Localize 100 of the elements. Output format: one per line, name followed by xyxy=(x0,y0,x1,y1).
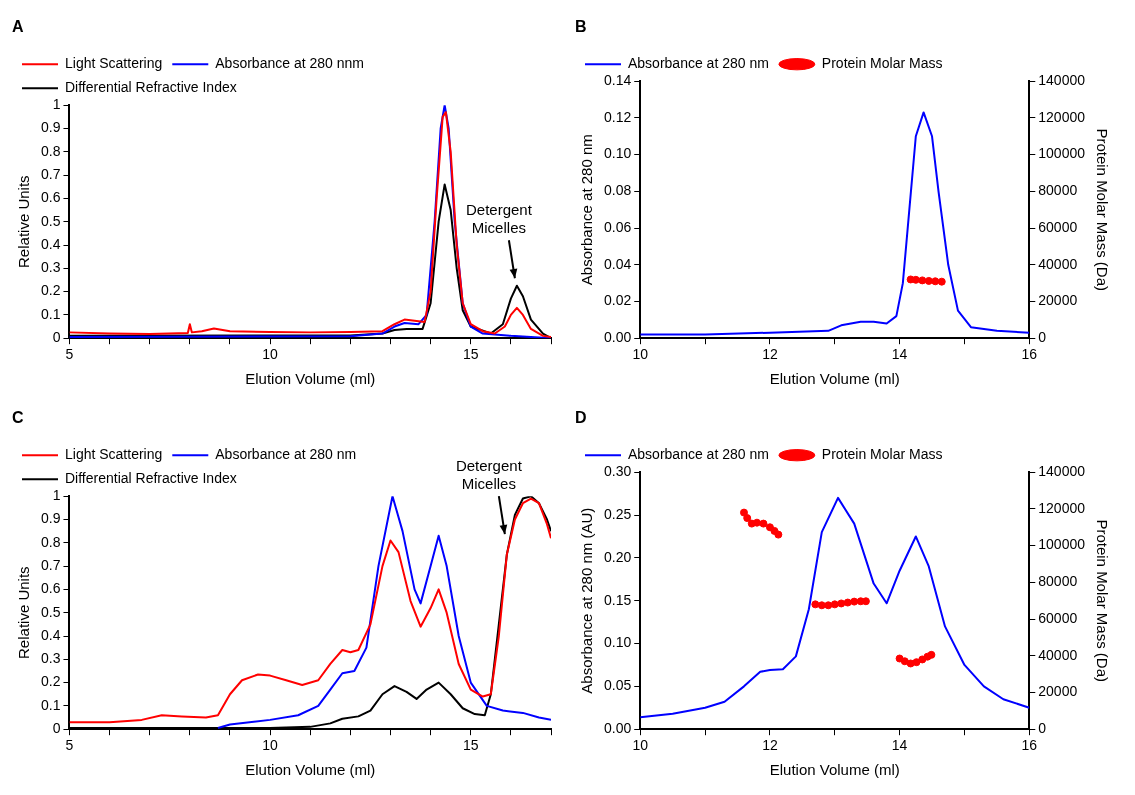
y-tick-label: 0.06 xyxy=(604,218,632,235)
legend-label: Absorbance at 280 nm xyxy=(628,446,769,463)
y-tick-label: 0.6 xyxy=(40,189,61,206)
x-axis-title: Elution Volume (ml) xyxy=(769,370,900,388)
y-axis-title: Absorbance at 280 nm (AU) xyxy=(578,507,596,694)
x-tick-label: 15 xyxy=(462,737,479,754)
y2-tick-label: 60000 xyxy=(1038,609,1078,626)
y-tick-label: 0.02 xyxy=(604,292,632,309)
legend-label: Light Scattering xyxy=(65,446,163,463)
y2-tick-label: 140000 xyxy=(1038,463,1086,480)
y-tick-label: 0.8 xyxy=(40,142,61,159)
y2-tick-label: 120000 xyxy=(1038,499,1086,516)
y-tick-label: 0.9 xyxy=(40,510,61,527)
y-tick-label: 0.5 xyxy=(40,603,61,620)
point xyxy=(900,657,909,666)
legend-label: Protein Molar Mass xyxy=(821,55,943,72)
y-tick-label: 0.00 xyxy=(604,329,632,346)
point xyxy=(912,658,921,667)
point xyxy=(837,599,846,608)
y2-tick-label: 60000 xyxy=(1038,218,1078,235)
y-tick-label: 0.14 xyxy=(604,72,632,89)
annotation: Detergent Micelles xyxy=(455,456,523,492)
chart-title: D xyxy=(575,409,587,427)
chart-title: B xyxy=(575,18,587,36)
y-tick-label: 0.15 xyxy=(604,591,632,608)
chart-title: A xyxy=(12,18,24,36)
y-tick-label: 0.12 xyxy=(604,108,632,125)
point xyxy=(759,519,768,528)
x-tick-label: 12 xyxy=(762,346,778,363)
legend-label: Protein Molar Mass xyxy=(821,446,943,463)
y2-tick-label: 40000 xyxy=(1038,646,1078,663)
y2-tick-label: 0 xyxy=(1038,720,1047,737)
y2-axis-title: Protein Molar Mass (Da) xyxy=(1093,519,1111,682)
point xyxy=(830,600,839,609)
y-axis-title: Relative Units xyxy=(15,566,33,659)
point xyxy=(843,598,852,607)
point xyxy=(817,601,826,610)
y-tick-label: 0.2 xyxy=(40,673,61,690)
y-tick-label: 0.9 xyxy=(40,119,61,136)
y-tick-label: 0.4 xyxy=(40,626,61,643)
legend-label: Differential Refractive Index xyxy=(65,470,237,487)
x-tick-label: 16 xyxy=(1021,737,1038,754)
y-axis-title: Absorbance at 280 nm xyxy=(578,134,596,286)
y-tick-label: 0.10 xyxy=(604,145,632,162)
x-tick-label: 5 xyxy=(65,346,74,363)
point xyxy=(824,601,833,610)
annotation: Detergent Micelles xyxy=(465,200,533,236)
y-tick-label: 0.04 xyxy=(604,255,632,272)
y-tick-label: 0.4 xyxy=(40,235,61,252)
y2-tick-label: 100000 xyxy=(1038,145,1086,162)
y-tick-label: 1 xyxy=(52,96,61,113)
y-tick-label: 0.7 xyxy=(40,165,61,182)
x-tick-label: 10 xyxy=(632,346,649,363)
y-tick-label: 1 xyxy=(52,487,61,504)
y2-tick-label: 120000 xyxy=(1038,108,1086,125)
y-tick-label: 0.8 xyxy=(40,533,61,550)
y-tick-label: 0.6 xyxy=(40,580,61,597)
x-tick-label: 5 xyxy=(65,737,74,754)
legend-label: Absorbance at 280 nm xyxy=(628,55,769,72)
legend-label: Absorbance at 280 nnm xyxy=(215,55,364,72)
y-tick-label: 0.3 xyxy=(40,259,61,276)
point xyxy=(850,597,859,606)
x-tick-label: 14 xyxy=(891,346,908,363)
y2-tick-label: 0 xyxy=(1038,329,1047,346)
y-tick-label: 0.1 xyxy=(40,305,61,322)
y-tick-label: 0.08 xyxy=(604,182,632,199)
y-tick-label: 0.3 xyxy=(40,650,61,667)
point xyxy=(774,530,783,539)
y-tick-label: 0.05 xyxy=(604,677,632,694)
y-axis-title: Relative Units xyxy=(15,175,33,268)
x-axis-title: Elution Volume (ml) xyxy=(245,370,376,388)
y-tick-label: 0.7 xyxy=(40,556,61,573)
y-tick-label: 0.20 xyxy=(604,548,632,565)
y2-tick-label: 20000 xyxy=(1038,292,1078,309)
y2-tick-label: 100000 xyxy=(1038,536,1086,553)
point xyxy=(743,514,752,523)
point xyxy=(739,508,748,517)
x-axis-title: Elution Volume (ml) xyxy=(245,761,376,779)
legend-label: Light Scattering xyxy=(65,55,163,72)
y2-axis-title: Protein Molar Mass (Da) xyxy=(1093,128,1111,291)
chart-title: C xyxy=(12,409,24,427)
y-tick-label: 0 xyxy=(52,720,61,737)
legend-label: Absorbance at 280 nm xyxy=(215,446,357,463)
point xyxy=(811,600,820,609)
y2-tick-label: 20000 xyxy=(1038,683,1078,700)
x-tick-label: 10 xyxy=(262,346,279,363)
x-tick-label: 14 xyxy=(891,737,908,754)
x-tick-label: 10 xyxy=(262,737,279,754)
x-tick-label: 12 xyxy=(762,737,778,754)
y2-tick-label: 80000 xyxy=(1038,573,1078,590)
point xyxy=(927,650,936,659)
y-tick-label: 0.2 xyxy=(40,282,61,299)
y-tick-label: 0.00 xyxy=(604,720,632,737)
x-axis-title: Elution Volume (ml) xyxy=(769,761,900,779)
x-tick-label: 15 xyxy=(462,346,479,363)
y-tick-label: 0.30 xyxy=(604,463,632,480)
y2-tick-label: 140000 xyxy=(1038,72,1086,89)
legend-label: Differential Refractive Index xyxy=(65,79,237,96)
x-tick-label: 16 xyxy=(1021,346,1038,363)
y-tick-label: 0.1 xyxy=(40,696,61,713)
